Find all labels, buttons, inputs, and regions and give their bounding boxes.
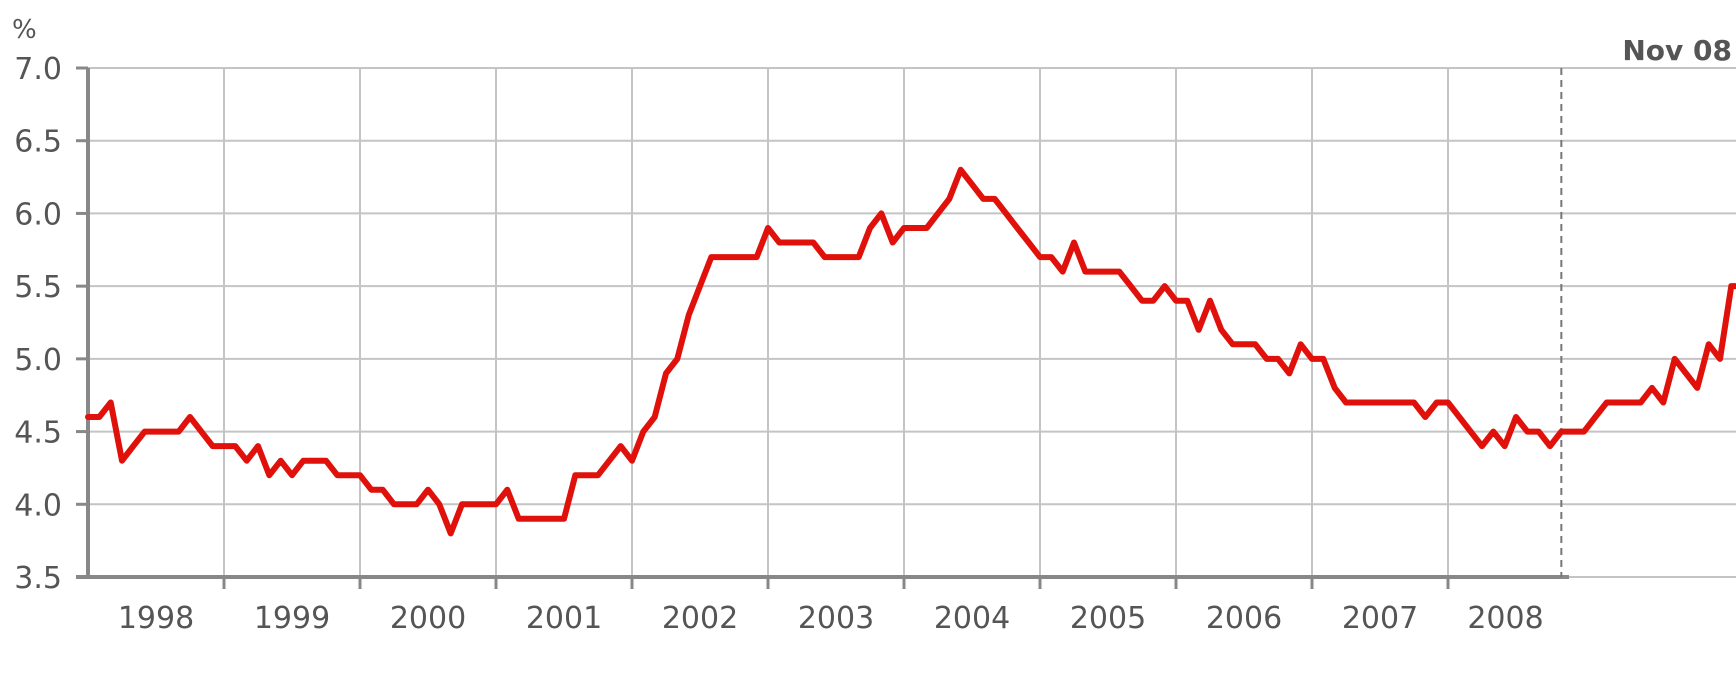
series-lines [85,166,1736,537]
x-tick-label: 2000 [390,601,466,636]
y-tick-label: 7.0 [14,52,62,87]
y-tick-label: 3.5 [14,561,62,596]
series-line [85,166,1736,537]
y-tick-label: 5.0 [14,343,62,378]
y-tick-label: 4.5 [14,416,62,451]
x-tick-label: 2005 [1070,601,1146,636]
x-tick-label: 1998 [118,601,194,636]
x-tick-label: 2006 [1206,601,1282,636]
grid [78,67,1736,578]
y-tick-label: 5.5 [14,270,62,305]
x-tick-label: 2001 [526,601,602,636]
y-tick-label: 6.5 [14,125,62,160]
x-tick-label: 1999 [254,601,330,636]
axis-labels: % Nov 08 3.5 4.0 4.5 5.0 5.5 6.0 6.5 7.0 1998 199… [12,15,1732,636]
x-tick-label: 2002 [662,601,738,636]
x-tick-label: 2007 [1342,601,1418,636]
y-tick-label: 4.0 [14,488,62,523]
x-tick-label: 2008 [1467,601,1543,636]
y-axis-unit-label: % [12,15,37,45]
y-tick-label: 6.0 [14,197,62,232]
x-tick-label: 2004 [934,601,1010,636]
x-tick-label: 2003 [798,601,874,636]
latest-date-label: Nov 08 [1622,34,1732,67]
axes [76,66,1569,589]
